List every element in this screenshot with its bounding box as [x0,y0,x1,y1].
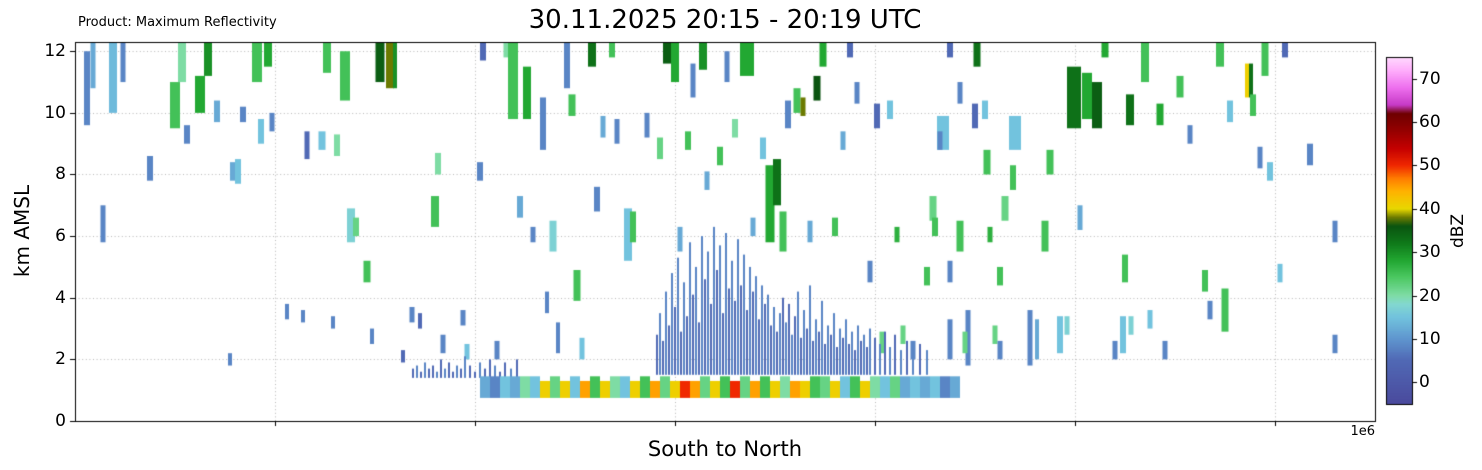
y-tick-label: 12 [44,41,66,62]
plot-title: 30.11.2025 20:15 - 20:19 UTC [528,5,922,35]
colorbar-tick-label: 20 [1419,285,1441,306]
colorbar-tick-label: 70 [1419,68,1441,89]
y-tick-label: 6 [55,226,66,247]
colorbar-tick-label: 60 [1419,112,1441,133]
y-tick-label: 8 [55,164,66,185]
colorbar-tick-label: 0 [1419,372,1430,393]
y-tick-label: 10 [44,102,66,123]
y-tick-label: 2 [55,349,66,370]
colorbar-tick-label: 40 [1419,198,1441,219]
y-tick-label: 0 [55,411,66,431]
colorbar-tick-label: 30 [1419,242,1441,263]
colorbar-label: dBZ [1448,213,1468,249]
axis-offset-label: 1e6 [1350,424,1375,439]
x-axis-label: South to North [647,437,803,461]
colorbar-tick-label: 50 [1419,155,1441,176]
product-label: Product: Maximum Reflectivity [78,15,277,30]
y-tick-label: 4 [55,287,66,308]
colorbar-tick-label: 10 [1419,328,1441,349]
